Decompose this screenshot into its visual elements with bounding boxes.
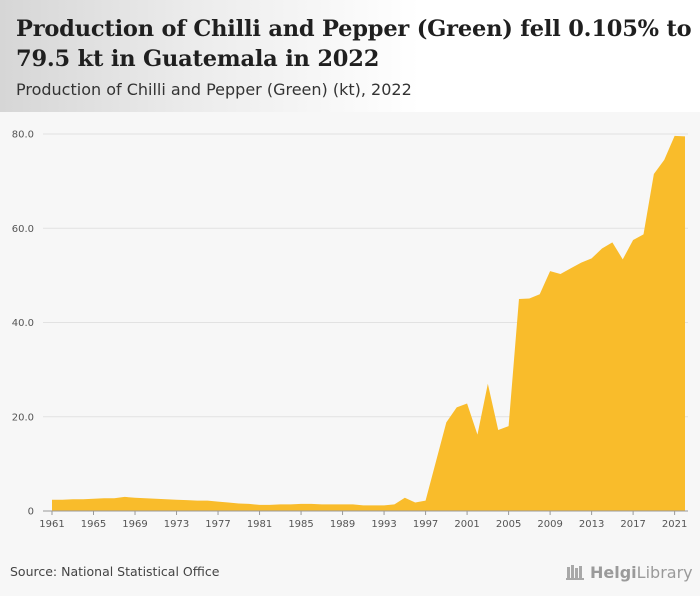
x-tick-labels: 1961 1965 1969 1973 1977 1981 1985 1989 1993 1997… (39, 519, 687, 530)
library-icon (566, 565, 584, 580)
data-area (52, 135, 685, 511)
source-note: Source: National Statistical Office (10, 564, 220, 579)
x-tick-label: 1981 (247, 519, 272, 530)
y-tick-label: 60.0 (12, 224, 34, 235)
header-band (0, 0, 700, 112)
y-tick-labels: 0 20.0 40.0 60.0 80.0 (12, 130, 34, 518)
x-tick-label: 1985 (288, 519, 313, 530)
x-axis (43, 510, 688, 515)
chart-title: Production of Chilli and Pepper (Green) … (16, 16, 692, 72)
x-tick-label: 1989 (330, 519, 355, 530)
x-tick-label: 2009 (537, 519, 562, 530)
y-tick-label: 80.0 (12, 130, 34, 141)
x-tick-label: 1997 (413, 519, 438, 530)
x-tick-label: 1961 (39, 519, 64, 530)
x-tick-label: 1977 (205, 519, 230, 530)
x-tick-label: 1993 (371, 519, 396, 530)
footer-band (0, 542, 700, 596)
y-tick-label: 20.0 (12, 412, 34, 423)
x-tick-label: 2021 (662, 519, 687, 530)
helgi-library-logo: Helgi Library (566, 560, 693, 584)
y-tick-label: 0 (28, 507, 34, 518)
logo-brand-text: Helgi (590, 562, 637, 582)
x-tick-label: 1973 (164, 519, 189, 530)
x-tick-label: 2005 (496, 519, 521, 530)
area-series (52, 135, 685, 511)
x-tick-label: 2013 (579, 519, 604, 530)
chart-subtitle: Production of Chilli and Pepper (Green) … (16, 80, 412, 99)
y-tick-label: 40.0 (12, 318, 34, 329)
x-tick-label: 2017 (620, 519, 645, 530)
x-tick-label: 1965 (81, 519, 106, 530)
x-tick-label: 1969 (122, 519, 147, 530)
logo-rest-text: Library (636, 562, 693, 582)
x-tick-label: 2001 (454, 519, 479, 530)
